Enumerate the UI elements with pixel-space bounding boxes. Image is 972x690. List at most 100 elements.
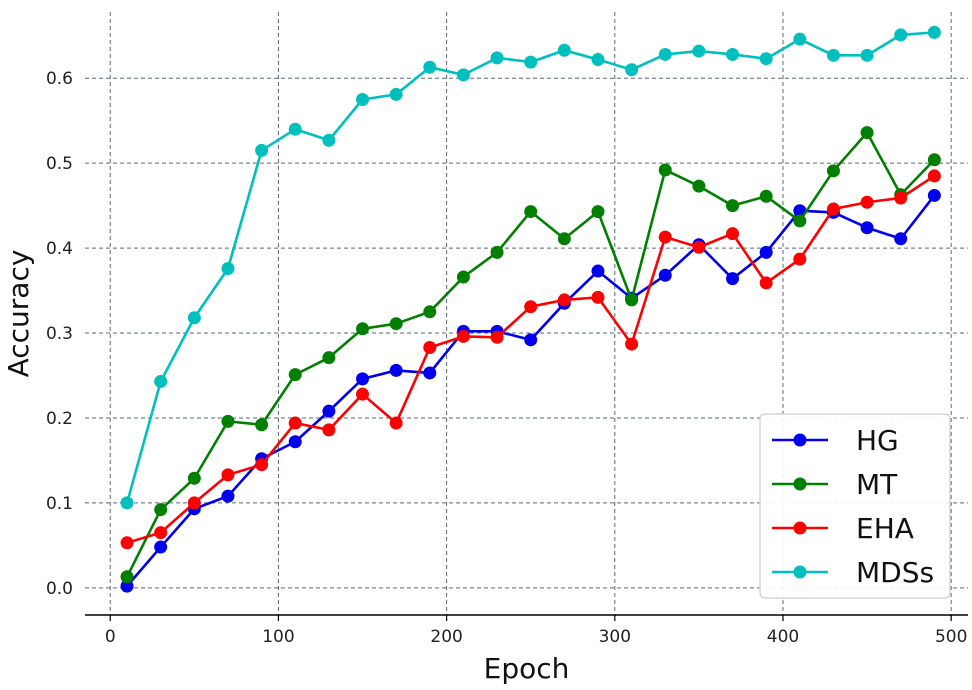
data-point-eha	[389, 416, 403, 430]
data-point-mdss	[456, 68, 470, 82]
data-point-eha	[356, 387, 370, 401]
data-point-eha	[221, 468, 235, 482]
data-point-hg	[288, 435, 302, 449]
data-point-eha	[894, 191, 908, 205]
data-point-hg	[389, 363, 403, 377]
data-point-mdss	[726, 47, 740, 61]
legend-item-mt: MT	[772, 468, 898, 501]
x-tick-label: 400	[767, 627, 799, 647]
x-axis-title: Epoch	[484, 652, 570, 685]
data-point-mdss	[826, 48, 840, 62]
legend-marker	[793, 477, 807, 491]
data-point-mdss	[221, 261, 235, 275]
data-point-eha	[456, 329, 470, 343]
data-point-mt	[456, 270, 470, 284]
y-axis-ticks: 0.0 0.1 0.2 0.3 0.4 0.5 0.6	[46, 69, 73, 599]
data-point-mt	[793, 214, 807, 228]
y-tick-label: 0.6	[46, 69, 73, 89]
data-point-mt	[860, 126, 874, 140]
data-point-hg	[524, 333, 538, 347]
legend-item-eha: EHA	[772, 512, 914, 545]
data-point-hg	[322, 404, 336, 418]
data-point-mdss	[860, 48, 874, 62]
series-mdss	[120, 25, 941, 510]
data-point-mt	[322, 351, 336, 365]
y-tick-label: 0.3	[46, 324, 73, 344]
data-point-mt	[423, 305, 437, 319]
y-tick-label: 0.4	[46, 239, 73, 259]
data-point-hg	[591, 264, 605, 278]
data-point-hg	[894, 232, 908, 246]
data-point-mt	[591, 205, 605, 219]
data-point-mdss	[154, 374, 168, 388]
data-point-eha	[759, 276, 773, 290]
data-point-hg	[221, 489, 235, 503]
data-point-eha	[625, 337, 639, 351]
data-point-eha	[154, 526, 168, 540]
data-point-mt	[692, 179, 706, 193]
legend-label: MDSs	[856, 556, 934, 589]
data-point-eha	[255, 458, 269, 472]
data-point-mdss	[389, 87, 403, 101]
data-point-eha	[187, 496, 201, 510]
data-point-mdss	[322, 133, 336, 147]
data-point-eha	[120, 536, 134, 550]
data-point-mdss	[255, 143, 269, 157]
data-point-mdss	[759, 52, 773, 66]
data-point-hg	[423, 366, 437, 380]
data-point-mt	[255, 418, 269, 432]
data-point-mt	[221, 414, 235, 428]
x-tick-label: 500	[935, 627, 967, 647]
data-point-mt	[726, 199, 740, 213]
data-point-eha	[692, 240, 706, 254]
data-point-mt	[826, 164, 840, 178]
data-point-mt	[625, 293, 639, 307]
data-point-mt	[187, 471, 201, 485]
data-point-mdss	[927, 25, 941, 39]
data-point-mdss	[490, 51, 504, 65]
y-tick-label: 0.2	[46, 409, 73, 429]
data-point-mt	[658, 163, 672, 177]
data-point-mt	[120, 570, 134, 584]
data-point-mt	[524, 205, 538, 219]
data-point-hg	[120, 579, 134, 593]
data-point-hg	[658, 268, 672, 282]
legend-label: HG	[856, 424, 899, 457]
x-tick-label: 100	[262, 627, 294, 647]
legend-item-hg: HG	[772, 424, 899, 457]
data-point-mdss	[625, 63, 639, 77]
data-point-mdss	[793, 32, 807, 46]
legend-marker	[793, 565, 807, 579]
data-point-mt	[490, 245, 504, 259]
x-tick-label: 300	[599, 627, 631, 647]
data-point-eha	[423, 340, 437, 354]
data-point-hg	[759, 245, 773, 259]
data-point-eha	[726, 227, 740, 241]
data-point-eha	[927, 169, 941, 183]
y-tick-label: 0.1	[46, 494, 73, 514]
data-point-mdss	[356, 92, 370, 106]
data-point-mdss	[120, 496, 134, 510]
legend-label: EHA	[856, 512, 914, 545]
data-point-mt	[389, 317, 403, 331]
y-axis-title: Accuracy	[2, 250, 35, 378]
data-point-hg	[927, 188, 941, 202]
x-tick-label: 200	[430, 627, 462, 647]
legend-box	[759, 413, 951, 599]
data-point-mdss	[658, 47, 672, 61]
data-point-eha	[288, 416, 302, 430]
legend-marker	[793, 521, 807, 535]
legend-item-mdss: MDSs	[772, 556, 934, 589]
data-point-eha	[557, 293, 571, 307]
data-point-eha	[793, 252, 807, 266]
data-point-mt	[557, 232, 571, 246]
data-point-eha	[860, 195, 874, 209]
data-point-mt	[356, 322, 370, 336]
data-point-hg	[860, 221, 874, 235]
data-point-eha	[322, 423, 336, 437]
series-mt	[120, 126, 941, 584]
data-point-mdss	[557, 43, 571, 57]
series-eha	[120, 169, 941, 550]
data-point-mdss	[894, 28, 908, 42]
